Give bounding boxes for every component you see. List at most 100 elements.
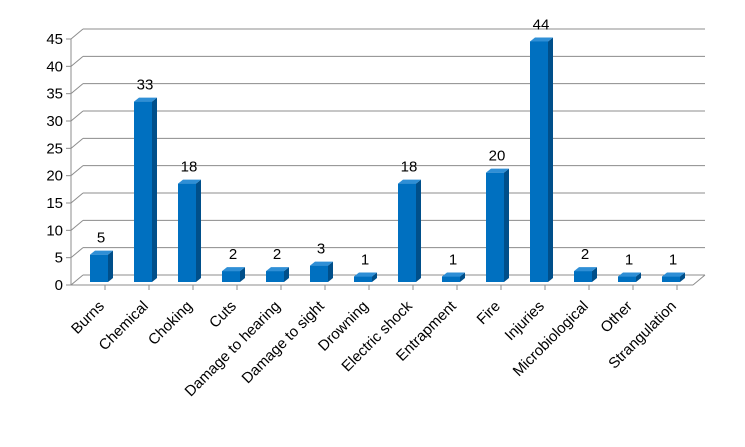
bar-side	[504, 168, 509, 282]
bar	[90, 254, 108, 282]
bar-top	[398, 179, 421, 184]
bar-side	[152, 97, 157, 282]
bar-side	[416, 179, 421, 282]
y-tick-label: 40	[46, 58, 63, 75]
bar-damage-to-sight	[310, 261, 333, 282]
grid-diagonal	[70, 219, 84, 231]
data-label: 1	[625, 252, 633, 269]
bar-top	[134, 97, 157, 102]
bar-strangulation	[662, 272, 685, 282]
data-label: 5	[97, 230, 105, 247]
grid-diagonal	[70, 192, 84, 204]
bar-injuries	[530, 37, 553, 282]
y-tick-label: 5	[55, 250, 63, 267]
bar	[310, 265, 328, 282]
bar-burns	[90, 250, 113, 282]
grid-diagonal	[70, 28, 84, 40]
bar-top	[486, 168, 509, 173]
bar-layer	[90, 37, 685, 282]
y-tick-label: 35	[46, 86, 63, 103]
grid-diagonal	[70, 110, 84, 122]
grid-diagonal	[70, 137, 84, 149]
bar	[574, 271, 592, 282]
bar	[618, 276, 636, 282]
bar-fire	[486, 168, 509, 282]
bar-top	[442, 272, 465, 277]
bar-side	[592, 267, 597, 282]
bar-side	[460, 272, 465, 282]
bar-side	[284, 267, 289, 282]
floor-right-edge	[692, 274, 706, 286]
bar	[530, 41, 548, 282]
bar-side	[636, 272, 641, 282]
bar-side	[680, 272, 685, 282]
bar-side	[240, 267, 245, 282]
x-tick-label: Choking	[145, 298, 196, 349]
bar	[354, 276, 372, 282]
grid-diagonal	[70, 83, 84, 95]
data-label: 2	[581, 246, 589, 263]
grid-diagonal	[70, 274, 84, 286]
bar-top	[354, 272, 377, 277]
bar-cuts	[222, 267, 245, 282]
axis-layer	[66, 38, 706, 290]
y-tick-label: 15	[46, 195, 63, 212]
bar	[662, 276, 680, 282]
bar-top	[574, 267, 597, 272]
x-tick-label: Fire	[474, 298, 504, 328]
bar	[266, 271, 284, 282]
bar	[134, 101, 152, 282]
y-tick-label: 0	[55, 277, 63, 294]
grid-diagonal	[70, 247, 84, 259]
x-tick-label: Microbiological	[510, 298, 592, 380]
bar-damage-to-hearing	[266, 267, 289, 282]
y-tick-label: 45	[46, 31, 63, 48]
data-label: 3	[317, 241, 325, 258]
bar-chemical	[134, 97, 157, 282]
bar-side	[196, 179, 201, 282]
bar-top	[310, 261, 333, 266]
bar-top	[266, 267, 289, 272]
grid-diagonal	[70, 55, 84, 67]
bar-top	[662, 272, 685, 277]
x-tick-label: Burns	[68, 298, 108, 338]
bar-choking	[178, 179, 201, 282]
data-label: 1	[669, 252, 677, 269]
bar-side	[108, 250, 113, 282]
data-label: 2	[229, 246, 237, 263]
y-tick-label: 20	[46, 168, 63, 185]
data-label: 2	[273, 246, 281, 263]
bar	[222, 271, 240, 282]
grid-diagonal	[70, 165, 84, 177]
bar-drowning	[354, 272, 377, 282]
bar-electric-shock	[398, 179, 421, 282]
data-label: 44	[533, 16, 550, 33]
y-tick-label: 25	[46, 140, 63, 157]
y-tick-label: 30	[46, 113, 63, 130]
bar-top	[222, 267, 245, 272]
bar	[486, 172, 504, 282]
data-label: 18	[401, 159, 418, 176]
bar-entrapment	[442, 272, 465, 282]
bar-side	[328, 261, 333, 282]
grid-layer	[70, 28, 705, 286]
x-tick-label: Cuts	[206, 298, 240, 332]
data-label: 33	[137, 77, 154, 94]
data-label: 1	[449, 252, 457, 269]
bar	[442, 276, 460, 282]
bar-side	[548, 37, 553, 282]
bar-other	[618, 272, 641, 282]
data-label: 20	[489, 148, 506, 165]
data-label: 1	[361, 252, 369, 269]
x-tick-label: Other	[597, 298, 636, 337]
bar	[178, 183, 196, 282]
bar-top	[618, 272, 641, 277]
data-label: 18	[181, 159, 198, 176]
bar-top	[178, 179, 201, 184]
y-tick-label: 10	[46, 222, 63, 239]
bar	[398, 183, 416, 282]
bar-microbiological	[574, 267, 597, 282]
bar-side	[372, 272, 377, 282]
